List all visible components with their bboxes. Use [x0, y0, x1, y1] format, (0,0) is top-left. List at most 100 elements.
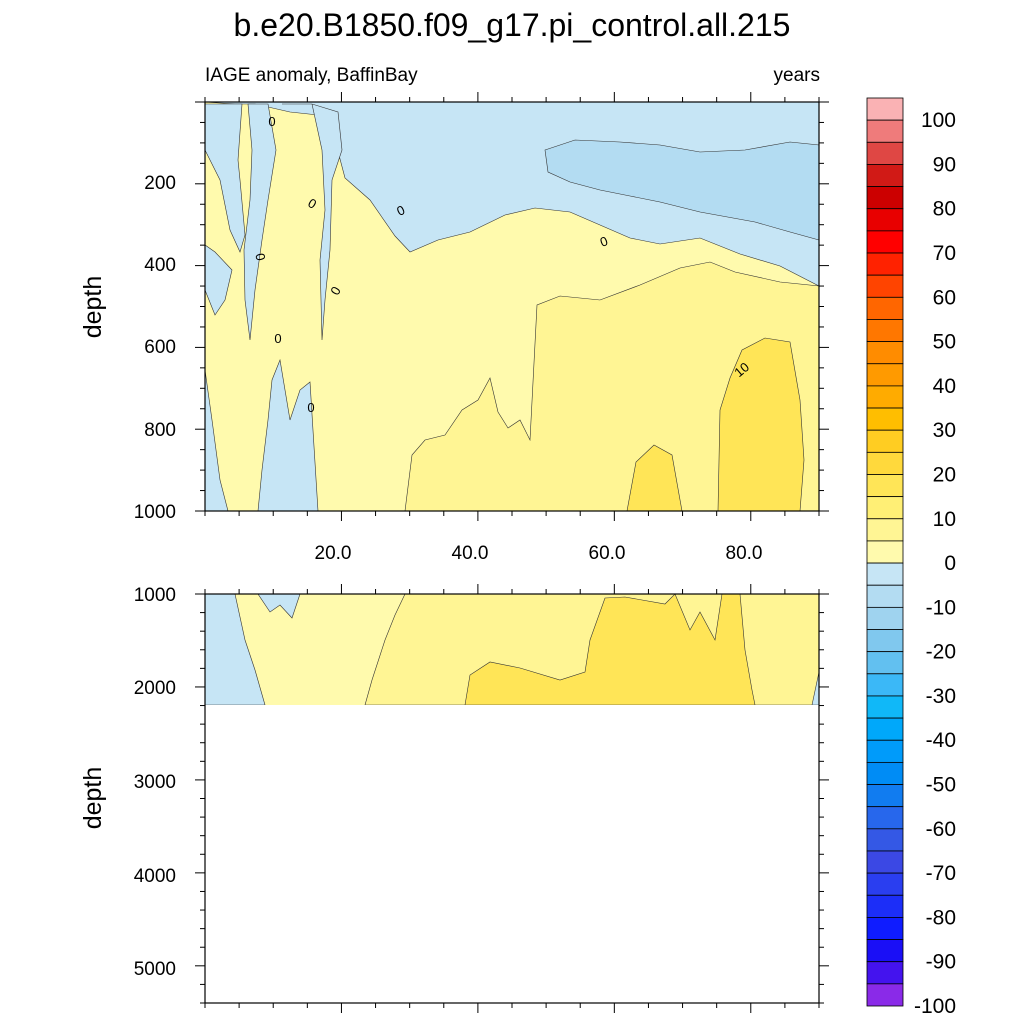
colorbar-swatch	[866, 97, 904, 121]
upper-negative-column-e	[257, 358, 319, 512]
colorbar-swatch	[866, 806, 904, 830]
chart-title: b.e20.B1850.f09_g17.pi_control.all.215	[234, 7, 791, 43]
colorbar-swatch	[866, 230, 904, 254]
upper-x-tick-label: 80.0	[726, 543, 763, 564]
colorbar-label: 0	[944, 552, 956, 575]
colorbar-label: 10	[933, 508, 956, 531]
colorbar-swatch	[866, 518, 904, 542]
upper-x-tick-label: 20.0	[315, 543, 352, 564]
colorbar-swatch	[866, 894, 904, 918]
colorbar-swatch	[866, 164, 904, 187]
colorbar-label: -90	[926, 951, 956, 974]
colorbar-swatch	[866, 319, 904, 343]
colorbar-label: 100	[921, 109, 956, 132]
colorbar-swatch	[866, 828, 904, 852]
upper-left-negative-column	[204, 103, 246, 253]
lower-y-tick-label: 5000	[134, 959, 176, 980]
colorbar-label: -100	[914, 995, 956, 1018]
colorbar-swatch	[866, 739, 904, 763]
upper-surface-strong-negative	[544, 139, 820, 241]
upper-y-tick-label: 800	[144, 420, 176, 441]
colorbar-label: 50	[933, 331, 956, 354]
contour-label: 0	[598, 233, 610, 250]
upper-deep-positive-region	[404, 261, 820, 512]
colorbar-swatch	[866, 673, 904, 697]
colorbar-swatch	[866, 451, 904, 475]
upper-y-tick-label: 400	[144, 255, 176, 276]
colorbar-swatch	[866, 296, 904, 320]
upper-contour-fills	[204, 101, 820, 512]
upper-y-tick-label: 600	[144, 337, 176, 358]
colorbar-swatch	[866, 983, 904, 1007]
colorbar-swatch	[866, 784, 904, 808]
colorbar-label: 80	[933, 198, 956, 221]
colorbar-swatch	[866, 872, 904, 896]
lower-y-tick-label: 2000	[134, 678, 176, 699]
colorbar-label: -40	[926, 729, 956, 752]
colorbar-swatch	[866, 850, 904, 874]
colorbar-swatch	[866, 496, 904, 520]
colorbar-swatch	[866, 474, 904, 498]
colorbar-swatch	[866, 141, 904, 165]
lower-max-region	[464, 593, 756, 706]
colorbar-swatch	[866, 606, 904, 630]
upper-x-tick-label: 60.0	[589, 543, 626, 564]
colorbar-swatch	[866, 385, 904, 409]
colorbar-swatch	[866, 540, 904, 564]
upper-negative-column-c	[243, 103, 277, 341]
lower-y-tick-label: 1000	[134, 585, 176, 606]
colorbar-swatch	[866, 119, 904, 143]
colorbar-label: -60	[926, 818, 956, 841]
colorbar-swatch	[866, 407, 904, 431]
colorbar-swatch	[866, 917, 904, 940]
upper-x-tick-label: 40.0	[452, 543, 489, 564]
colorbar-swatch	[866, 252, 904, 276]
upper-y-tick-label: 1000	[134, 502, 176, 523]
lower-panel: 1000 2000 3000 4000 5000 depth	[79, 584, 829, 1013]
colorbar-swatch	[866, 584, 904, 608]
colorbar-swatch	[866, 562, 904, 586]
colorbar-label: 90	[933, 153, 956, 176]
upper-max-region-b	[717, 337, 805, 512]
colorbar-label: -70	[926, 862, 956, 885]
lower-y-tick-label: 3000	[134, 772, 176, 793]
upper-x-tick-labels: 20.0 40.0 60.0 80.0	[315, 543, 763, 564]
colorbar-swatch	[866, 629, 904, 653]
colorbar-swatch	[866, 208, 904, 232]
colorbar: 1009080706050403020100-10-20-30-40-50-60…	[866, 97, 956, 1018]
colorbar-label: 30	[933, 419, 956, 442]
units-subtitle: years	[774, 65, 820, 86]
colorbar-swatch	[866, 717, 904, 741]
upper-negative-column-d	[282, 103, 343, 341]
colorbar-label: -10	[926, 596, 956, 619]
colorbar-label: -50	[926, 774, 956, 797]
upper-y-axis-label: depth	[79, 276, 107, 339]
colorbar-swatch	[866, 695, 904, 719]
colorbar-swatch	[866, 429, 904, 453]
lower-y-axis-label: depth	[79, 767, 107, 830]
colorbar-label: 70	[933, 242, 956, 265]
colorbar-swatch	[866, 363, 904, 387]
colorbar-label: -20	[926, 641, 956, 664]
lower-axis-ticks	[195, 584, 829, 1013]
colorbar-swatch	[866, 341, 904, 365]
colorbar-label: 60	[933, 286, 956, 309]
lower-no-data-region	[205, 705, 819, 1003]
colorbar-label: -80	[926, 906, 956, 929]
upper-axis-ticks	[195, 92, 829, 521]
upper-panel: 200 400 600 800 1000 20.0 40.0 60.0 80.0…	[79, 92, 829, 564]
colorbar-swatch	[866, 651, 904, 675]
variable-subtitle: IAGE anomaly, BaffinBay	[205, 65, 418, 86]
lower-y-tick-labels: 1000 2000 3000 4000 5000	[134, 585, 176, 980]
colorbar-label: 20	[933, 463, 956, 486]
contour-label: 0	[274, 331, 281, 346]
contour-label: 0	[252, 252, 268, 262]
colorbar-label: 40	[933, 375, 956, 398]
upper-y-tick-label: 200	[144, 173, 176, 194]
colorbar-swatch	[866, 274, 904, 298]
contour-label: 0	[307, 400, 314, 415]
upper-y-tick-labels: 200 400 600 800 1000	[134, 173, 176, 523]
colorbar-swatch	[866, 761, 904, 785]
lower-y-tick-label: 4000	[134, 866, 176, 887]
